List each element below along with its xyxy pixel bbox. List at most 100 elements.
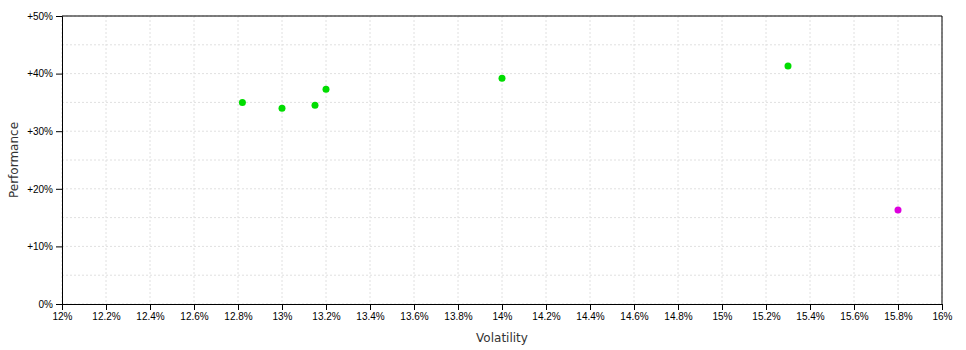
grid-line-y-minor [62,160,942,161]
tick-label: 15% [712,311,732,322]
tick-label: 15.6% [840,311,868,322]
tick: 13.2% [312,304,340,322]
tick-mark [150,304,151,310]
grid-line-y [62,131,942,132]
tick-label: 14.4% [576,311,604,322]
tick-mark [194,304,195,310]
point [312,102,319,109]
grid-line-y-minor [62,44,942,45]
tick-label: 12.2% [92,311,120,322]
tick-mark [722,304,723,310]
tick: 12.2% [92,304,120,322]
tick: 15.8% [884,304,912,322]
grid [62,16,942,304]
point [895,207,902,214]
tick-label: 14.6% [620,311,648,322]
tick: +50% [27,11,62,22]
tick: +10% [27,241,62,252]
tick: 13.4% [356,304,384,322]
series [239,63,792,112]
marks [239,63,902,214]
grid-line-y-minor [62,217,942,218]
tick-label: 15.2% [752,311,780,322]
axis-line [56,17,63,305]
axis-line [63,305,943,311]
tick: 12.8% [224,304,252,322]
tick-mark [56,16,62,17]
tick-label: 15.8% [884,311,912,322]
tick: 13.8% [444,304,472,322]
tick: +20% [27,184,62,195]
tick-mark [942,304,943,310]
tick-label: 13.6% [400,311,428,322]
tick-label: +40% [27,68,53,79]
grid-line-y [62,188,942,189]
tick: 14.4% [576,304,604,322]
y-axis-title: Performance [7,122,21,198]
tick: 16% [932,304,952,322]
tick: 14% [492,304,512,322]
tick-label: 12.6% [180,311,208,322]
tick-label: 13% [272,311,292,322]
grid-line-x [942,16,943,304]
tick: 15.2% [752,304,780,322]
point [239,99,246,106]
tick-mark [56,189,62,190]
point [785,63,792,70]
tick: 14.8% [664,304,692,322]
tick-mark [370,304,371,310]
point [279,105,286,112]
tick: 13% [272,304,292,322]
frame-right [942,16,943,304]
tick-mark [502,304,503,310]
point [499,75,506,82]
tick-mark [590,304,591,310]
tick-label: +30% [27,126,53,137]
tick-mark [106,304,107,310]
tick-mark [810,304,811,310]
tick-mark [56,246,62,247]
tick: 12% [52,304,72,322]
tick-mark [546,304,547,310]
tick-label: +10% [27,241,53,252]
tick: 0% [39,299,62,310]
grid-line-y [62,16,942,17]
tick-label: 0% [39,299,54,310]
tick-mark [56,131,62,132]
tick-label: 14.2% [532,311,560,322]
plot: 12%12.2%12.4%12.6%12.8%13%13.2%13.4%13.6… [27,11,952,322]
y-axis: 0% +10% +20% +30% +40% +50% [27,11,62,310]
tick: 14.6% [620,304,648,322]
tick-mark [282,304,283,310]
grid-line-y [62,73,942,74]
tick-mark [56,74,62,75]
tick-label: 13.2% [312,311,340,322]
tick-label: +20% [27,184,53,195]
tick: +30% [27,126,62,137]
tick: 14.2% [532,304,560,322]
tick-mark [854,304,855,310]
tick: 15.4% [796,304,824,322]
tick-label: +50% [27,11,53,22]
tick-label: 13.4% [356,311,384,322]
grid-line-y-minor [62,275,942,276]
frame-top [62,16,942,17]
tick-label: 14.8% [664,311,692,322]
chart: 12%12.2%12.4%12.6%12.8%13%13.2%13.4%13.6… [0,0,966,350]
tick-label: 14% [492,311,512,322]
tick-mark [898,304,899,310]
grid-line-y [62,246,942,247]
tick: 13.6% [400,304,428,322]
tick-label: 13.8% [444,311,472,322]
tick-label: 16% [932,311,952,322]
tick: +40% [27,68,62,79]
tick: 15% [712,304,732,322]
tick-label: 12.8% [224,311,252,322]
tick-mark [414,304,415,310]
tick-mark [634,304,635,310]
x-axis-title: Volatility [476,331,528,345]
x-axis: 12%12.2%12.4%12.6%12.8%13%13.2%13.4%13.6… [52,304,952,322]
tick-mark [766,304,767,310]
tick: 15.6% [840,304,868,322]
tick: 12.6% [180,304,208,322]
